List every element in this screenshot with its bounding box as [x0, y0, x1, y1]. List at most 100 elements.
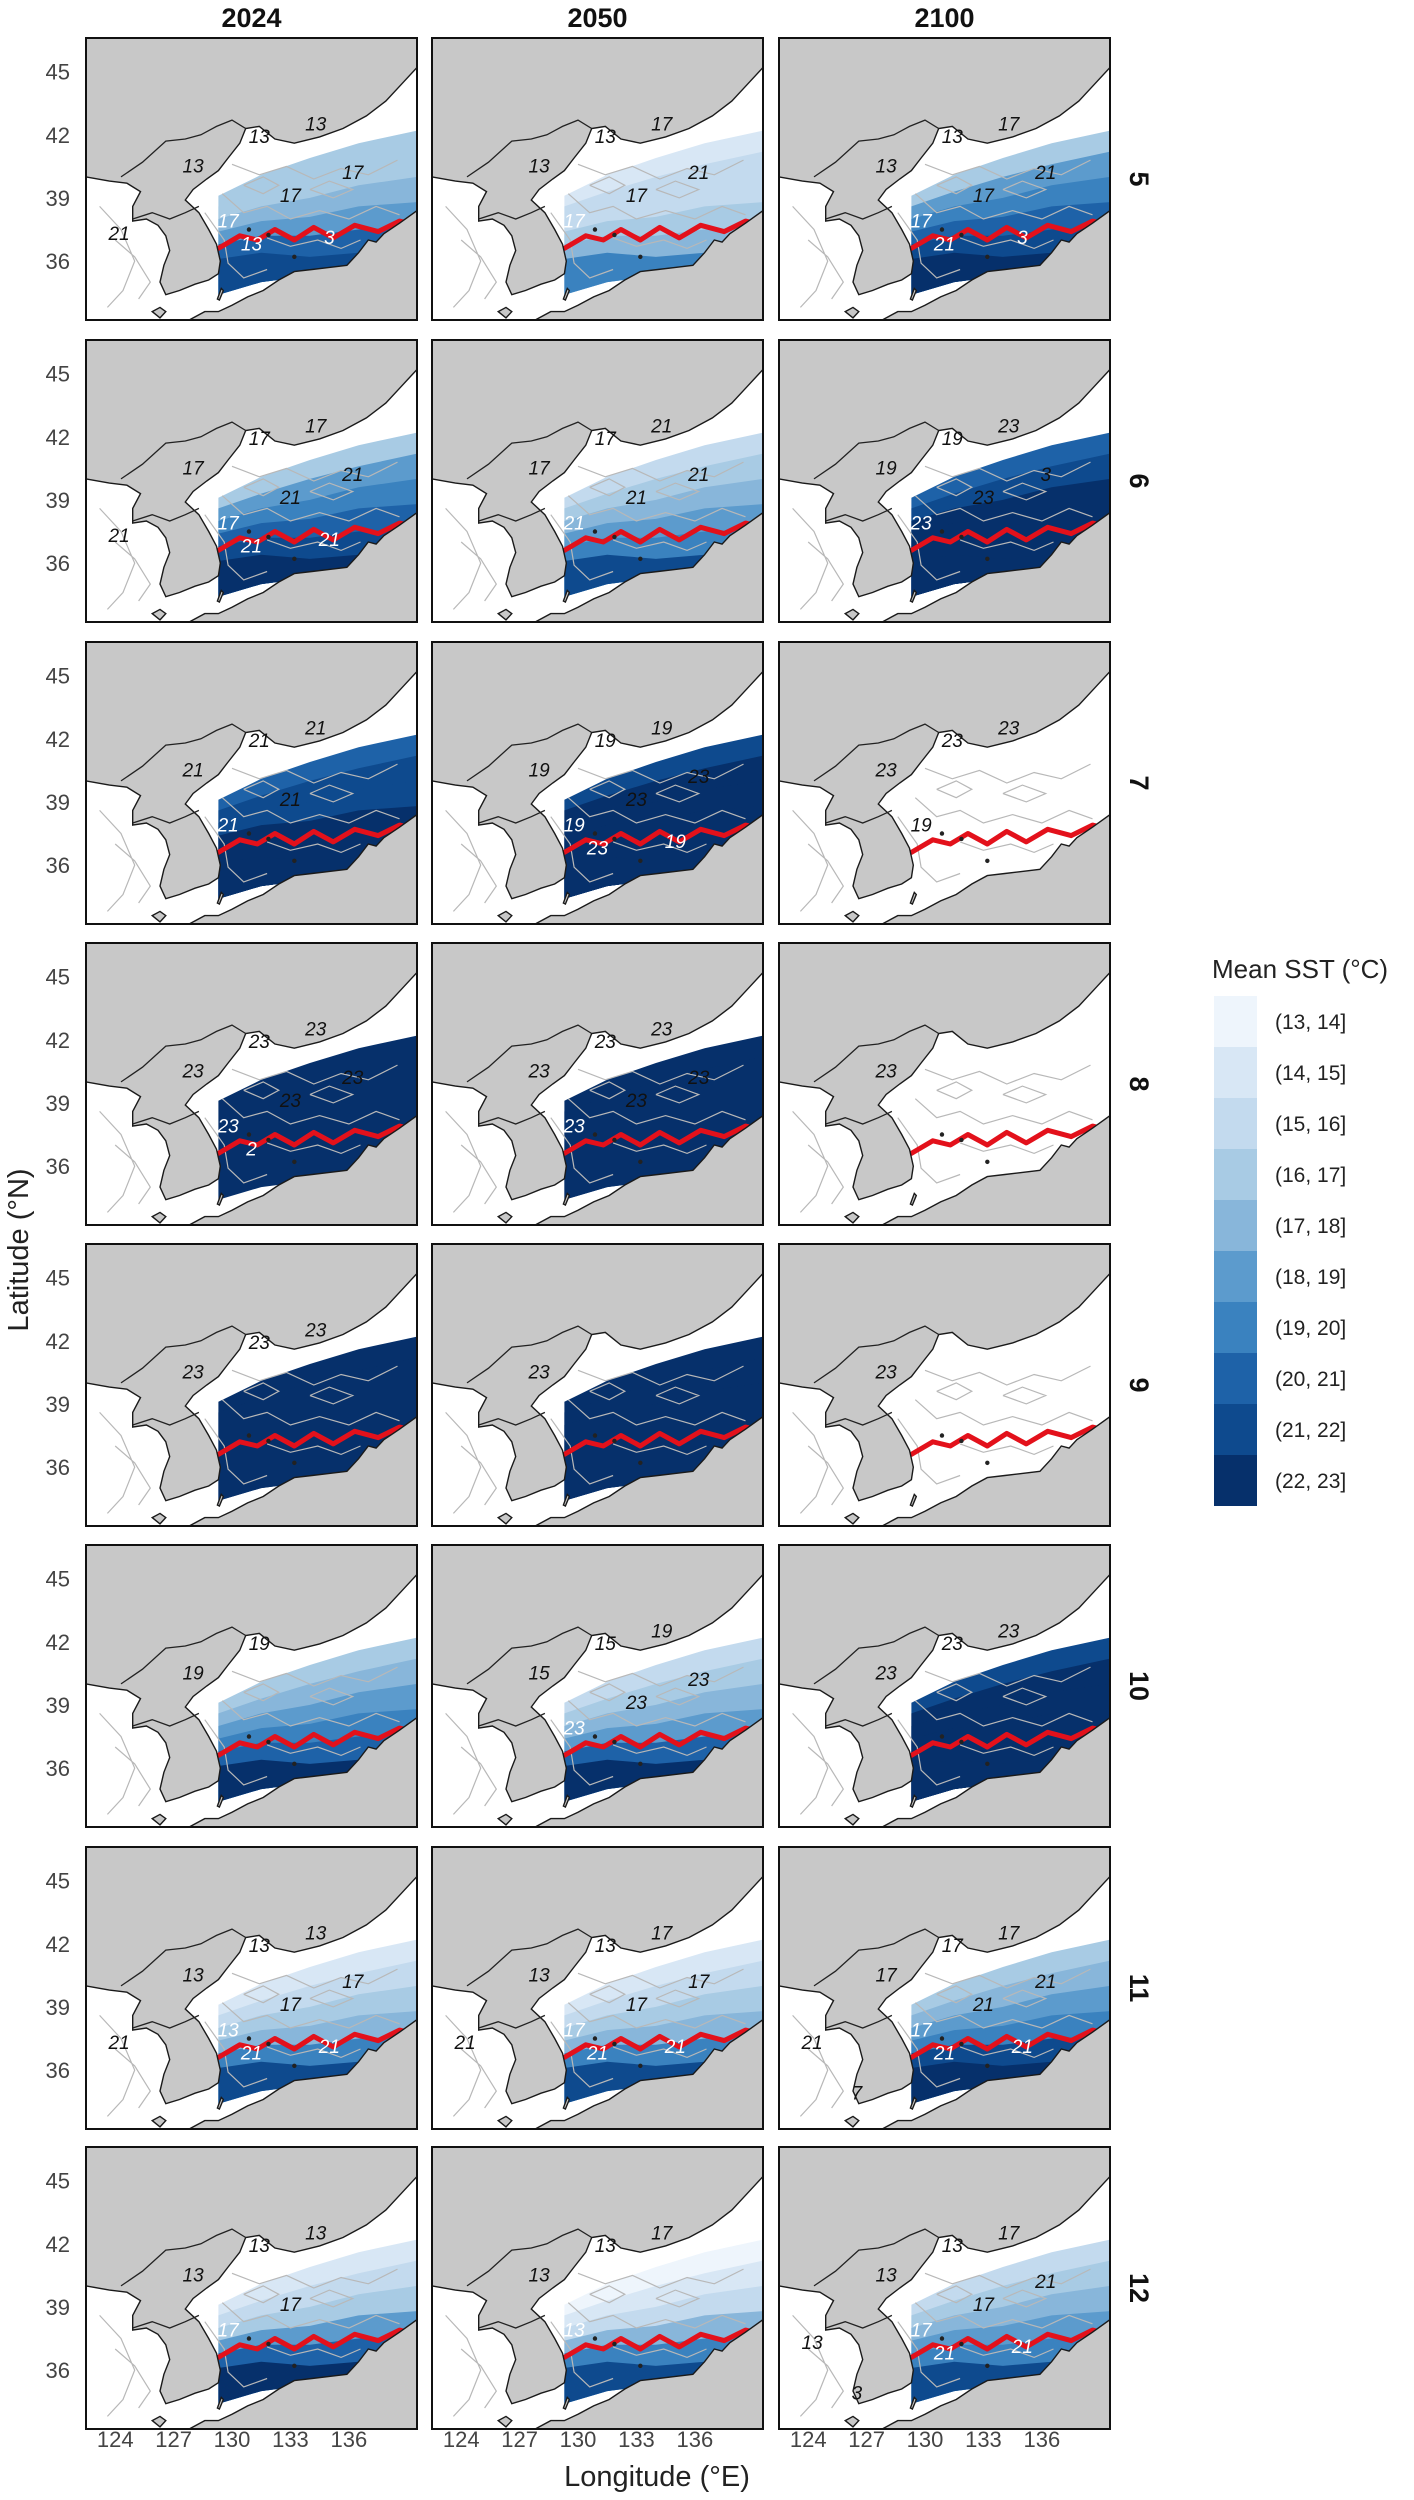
contour-label: 17	[876, 1966, 899, 1987]
x-tick-label: 130	[560, 2427, 597, 2452]
contour-label: 21	[454, 2033, 476, 2054]
contour-label: 3	[1040, 465, 1051, 486]
contour-label: 13	[802, 2333, 824, 2354]
red-threshold-contour	[561, 218, 763, 251]
contour-label: 23	[563, 1718, 586, 1739]
island-marker	[292, 254, 297, 260]
island-marker	[592, 1734, 598, 1739]
legend-label: (17, 18]	[1275, 1215, 1346, 1238]
panel-2100-month-6: 19 19 23 23 23 3	[778, 339, 1111, 623]
island-marker	[592, 831, 598, 836]
contour-label: 23	[687, 1670, 710, 1691]
contour-label: 23	[625, 790, 648, 811]
contour-label: 23	[217, 1116, 240, 1137]
legend-label: (14, 15]	[1275, 1062, 1346, 1085]
national-border	[466, 1024, 593, 1125]
contour-label: 23	[997, 719, 1020, 740]
isotherm-lines	[792, 159, 1093, 308]
contour-label: 23	[875, 761, 898, 782]
contour-label: 23	[279, 1091, 302, 1112]
y-tick-label: 42	[46, 1932, 70, 1957]
panel-frame	[778, 942, 1111, 1226]
contour-label: 23	[875, 1062, 898, 1083]
isotherm-lines	[792, 763, 1093, 912]
red-threshold-contour	[908, 1424, 1110, 1457]
contour-label: 13	[241, 235, 263, 256]
y-tick-label: 39	[46, 488, 70, 513]
red-threshold-contour	[908, 822, 1110, 855]
land-mass	[432, 38, 763, 320]
island-marker	[266, 1137, 271, 1143]
row-title: 9	[1124, 1377, 1154, 1392]
panel-frame	[778, 2146, 1111, 2430]
contour-label: 17	[280, 1995, 303, 2016]
y-tick-label: 39	[46, 1693, 70, 1718]
x-tick-label: 127	[501, 2427, 538, 2452]
contour-label: 13	[876, 2266, 898, 2287]
island-marker	[939, 1734, 945, 1739]
island-marker	[985, 2063, 990, 2069]
panel-2050-month-5: 13 13 17 17 17 21	[431, 37, 764, 321]
land-mass	[432, 1244, 763, 1526]
island-marker	[592, 2336, 598, 2341]
red-threshold-contour	[215, 2327, 417, 2360]
contour-label: 13	[305, 1924, 327, 1945]
panel-2050-month-9: 23	[431, 1243, 764, 1527]
contour-label: 17	[280, 186, 303, 207]
y-tick-label: 45	[46, 1869, 70, 1894]
panel-2050-month-11: 13 13 17 17 17 17 21 21 21	[431, 1846, 764, 2130]
x-tick-label: 133	[272, 2427, 309, 2452]
island-marker	[959, 1739, 964, 1745]
contour-label: 17	[651, 2224, 674, 2245]
contour-label: 23	[687, 767, 710, 788]
red-threshold-contour	[215, 1725, 417, 1758]
red-threshold-contour	[215, 1424, 417, 1457]
red-threshold-contour	[215, 520, 417, 553]
island-marker	[592, 2036, 598, 2041]
contour-label: 3	[324, 228, 335, 249]
island-marker	[638, 1159, 643, 1165]
island-marker	[266, 1438, 271, 1444]
national-border	[813, 1928, 940, 2029]
contour-label: 21	[1034, 2272, 1056, 2293]
contour-label: 21	[625, 488, 647, 509]
y-tick-label: 45	[46, 965, 70, 990]
x-axis-title: Longitude (°E)	[564, 2461, 750, 2493]
isotherm-lines	[792, 1365, 1093, 1514]
island-marker	[612, 1438, 617, 1444]
island-marker	[592, 227, 598, 232]
legend-swatch	[1214, 1098, 1257, 1149]
x-tick-label: 127	[848, 2427, 885, 2452]
y-tick-label: 42	[46, 123, 70, 148]
panel-frame	[431, 2146, 764, 2430]
island-marker	[638, 1460, 643, 1466]
contour-label: 17	[973, 186, 996, 207]
x-tick-label: 136	[330, 2427, 367, 2452]
panel-2050-month-8: 23 23 23 23 23 23	[431, 942, 764, 1226]
column-titles: 2024 2050 2100	[221, 3, 974, 33]
contour-label: 17	[218, 513, 241, 534]
isotherm-lines	[445, 1968, 746, 2117]
contour-label: 17	[626, 1995, 649, 2016]
contour-label: 13	[249, 2236, 271, 2257]
panel-2050-month-6: 17 17 21 21 21 21	[431, 339, 764, 623]
y-axis-title: Latitude (°N)	[3, 1168, 35, 1331]
island-marker	[985, 858, 990, 864]
national-border	[120, 1024, 247, 1125]
national-border	[120, 2228, 247, 2329]
panel-frame	[778, 1243, 1111, 1527]
contour-label: 21	[108, 526, 130, 547]
y-tick-label: 42	[46, 1028, 70, 1053]
island-marker	[292, 2363, 297, 2369]
island-marker	[246, 831, 252, 836]
contour-label: 17	[651, 1924, 674, 1945]
contour-label: 23	[650, 1020, 673, 1041]
national-border	[813, 2228, 940, 2329]
y-tick-label: 42	[46, 727, 70, 752]
contour-label: 17	[218, 211, 241, 232]
legend-label: (19, 20]	[1275, 1317, 1346, 1340]
national-border	[813, 1325, 940, 1426]
x-tick-label: 127	[155, 2427, 192, 2452]
contour-label: 21	[318, 2037, 340, 2058]
x-tick-labels: 124 127 130 133 136 124 127 130 133 136 124 127 130 1…	[97, 2427, 1060, 2452]
